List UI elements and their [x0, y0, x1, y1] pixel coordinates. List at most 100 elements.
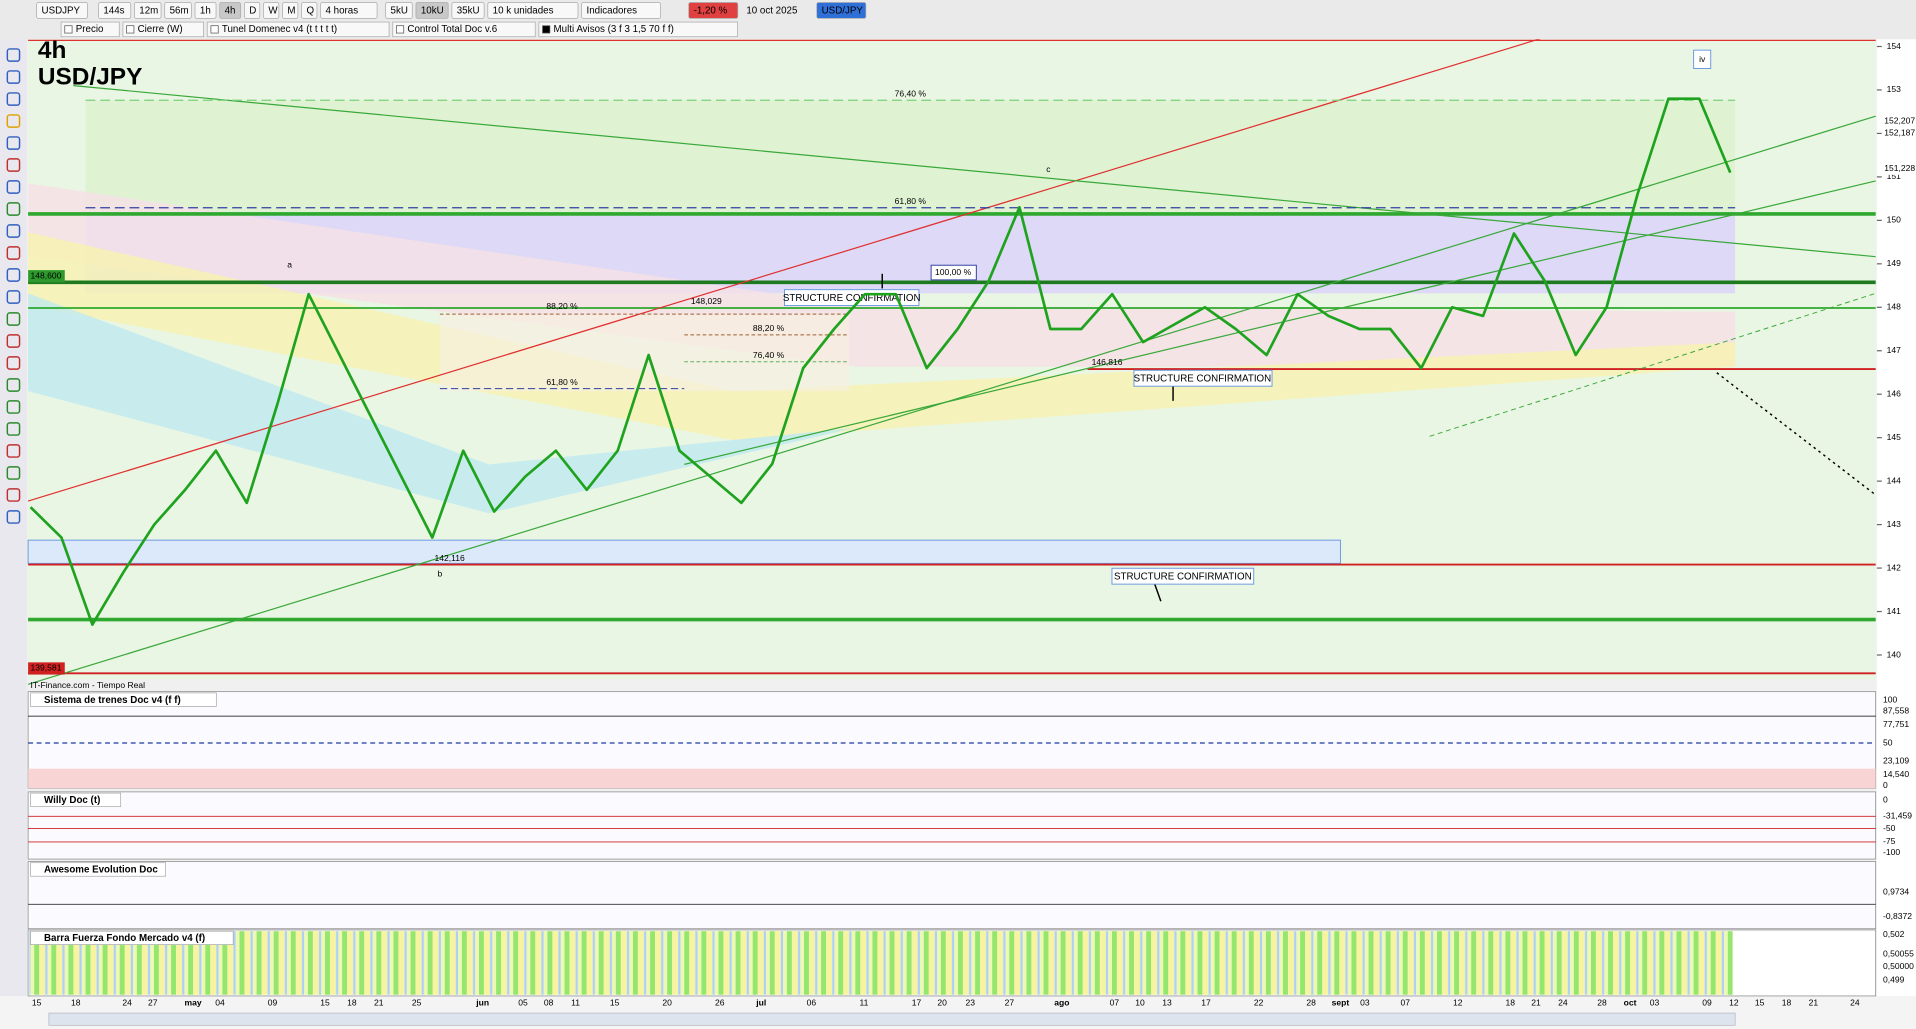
toolbar-button[interactable]	[581, 2, 661, 19]
tool-icon[interactable]	[6, 114, 21, 128]
price-tag	[1881, 127, 1916, 140]
tool-icon[interactable]	[6, 202, 21, 216]
tool-icon[interactable]	[6, 422, 21, 436]
toolbar-button[interactable]	[816, 2, 867, 19]
toolbar-button[interactable]	[385, 2, 413, 19]
tool-icon[interactable]	[6, 312, 21, 326]
time-tick-label: 15	[32, 998, 42, 1008]
toolbar-button[interactable]	[244, 2, 261, 19]
time-tick-label: 15	[610, 998, 620, 1008]
legend-checkbox[interactable]	[396, 25, 405, 34]
toolbar-button[interactable]	[194, 2, 217, 19]
panel-axis-label: 14,540	[1883, 769, 1909, 779]
time-tick-label: 08	[544, 998, 554, 1008]
time-tick-label: 18	[1506, 998, 1516, 1008]
toolbar-button[interactable]	[282, 2, 299, 19]
time-tick-label: 11	[859, 998, 868, 1008]
toolbar-button[interactable]	[415, 2, 449, 19]
tool-icon[interactable]	[6, 378, 21, 392]
tool-icon[interactable]	[6, 400, 21, 414]
toolbar-label: 4h	[225, 6, 236, 17]
price-tick-label: 144	[1887, 475, 1902, 485]
time-tick-label: 22	[1254, 998, 1264, 1008]
legend-checkbox[interactable]	[210, 25, 219, 34]
legend-item[interactable]	[392, 21, 536, 38]
legend-label: Tunel Domenec v4 (t t t t t)	[222, 24, 337, 35]
tool-icon[interactable]	[6, 510, 21, 524]
tool-icon[interactable]	[6, 444, 21, 458]
legend-checkbox[interactable]	[542, 25, 551, 34]
panel-axis-label: -75	[1883, 836, 1896, 846]
tool-icon[interactable]	[6, 268, 21, 282]
time-tick-label: 20	[662, 998, 672, 1008]
panel-axis-label: 77,751	[1883, 719, 1909, 729]
tool-icon[interactable]	[6, 224, 21, 238]
price-tick-label: 147	[1887, 345, 1902, 355]
toolbar-label: 35kU	[457, 6, 480, 17]
legend-label: Cierre (W)	[138, 24, 183, 35]
legend-checkbox[interactable]	[64, 25, 73, 34]
legend-item[interactable]	[538, 21, 738, 38]
fib-label: 100,00 %	[935, 267, 972, 277]
trend-line	[1429, 292, 1876, 437]
toolbar-button[interactable]	[688, 2, 739, 19]
price-tick-label: 145	[1887, 432, 1902, 442]
legend-item[interactable]	[122, 21, 204, 38]
scrollbar[interactable]	[48, 1012, 1736, 1026]
label-box	[1133, 369, 1273, 387]
time-tick-label: 04	[215, 998, 225, 1008]
drawing-lines	[27, 21, 1877, 685]
panel-zone	[28, 768, 1876, 789]
toolbar-button[interactable]	[451, 2, 485, 19]
trend-line	[73, 84, 1876, 258]
time-tick-label: 23	[965, 998, 975, 1008]
toolbar-button[interactable]	[263, 2, 280, 19]
tool-icon[interactable]	[6, 180, 21, 194]
time-tick-label: 13	[1162, 998, 1172, 1008]
legend-label: Control Total Doc v.6	[407, 24, 497, 35]
toolbar-button[interactable]	[320, 2, 378, 19]
tool-icon[interactable]	[6, 334, 21, 348]
price-tag-label: 139,581	[31, 663, 62, 673]
indicator-panel	[27, 861, 1877, 930]
price-tag	[1881, 162, 1916, 175]
toolbar-label: 4 horas	[326, 6, 359, 17]
legend-item[interactable]	[60, 21, 120, 38]
toolbar-button[interactable]	[164, 2, 192, 19]
tool-icon[interactable]	[6, 136, 21, 150]
toolbar-button[interactable]	[134, 2, 162, 19]
price-tag	[1881, 114, 1916, 128]
time-tick-label: 17	[912, 998, 922, 1008]
tool-icon[interactable]	[6, 488, 21, 502]
legend-checkbox[interactable]	[126, 25, 135, 34]
legend-item[interactable]	[206, 21, 390, 38]
time-tick-label: 03	[1360, 998, 1370, 1008]
tool-icon[interactable]	[6, 356, 21, 370]
toolbar-label: USD/JPY	[822, 6, 864, 17]
toolbar-button[interactable]	[301, 2, 318, 19]
price-tag-label: 151,228	[1884, 163, 1915, 173]
tool-icon[interactable]	[6, 48, 21, 62]
tool-icon[interactable]	[6, 92, 21, 106]
legend-label: Multi Avisos (3 f 3 1,5 70 f f)	[554, 24, 674, 35]
tool-icon[interactable]	[6, 466, 21, 480]
tool-icon[interactable]	[6, 70, 21, 84]
toolbar-button[interactable]	[98, 2, 132, 19]
toolbar-button[interactable]	[36, 2, 88, 19]
tool-icon[interactable]	[6, 290, 21, 304]
panel-title: Willy Doc (t)	[44, 795, 100, 806]
toolbar-button[interactable]	[487, 2, 579, 19]
toolbar-label: W	[268, 6, 278, 17]
fib-label: 88,20 %	[546, 301, 578, 311]
toolbar-button[interactable]	[219, 2, 242, 19]
time-tick-label: 21	[1531, 998, 1541, 1008]
time-tick-label: 07	[1110, 998, 1120, 1008]
tool-icon[interactable]	[6, 246, 21, 260]
trend-line	[27, 21, 1595, 502]
label-box	[1693, 49, 1712, 69]
time-tick-label: 12	[1729, 998, 1739, 1008]
source: IT-Finance.com - Tiempo Real	[31, 680, 146, 690]
projection-line	[1716, 372, 1877, 496]
tool-icon[interactable]	[6, 158, 21, 172]
panel-axis-label: 23,109	[1883, 756, 1909, 766]
